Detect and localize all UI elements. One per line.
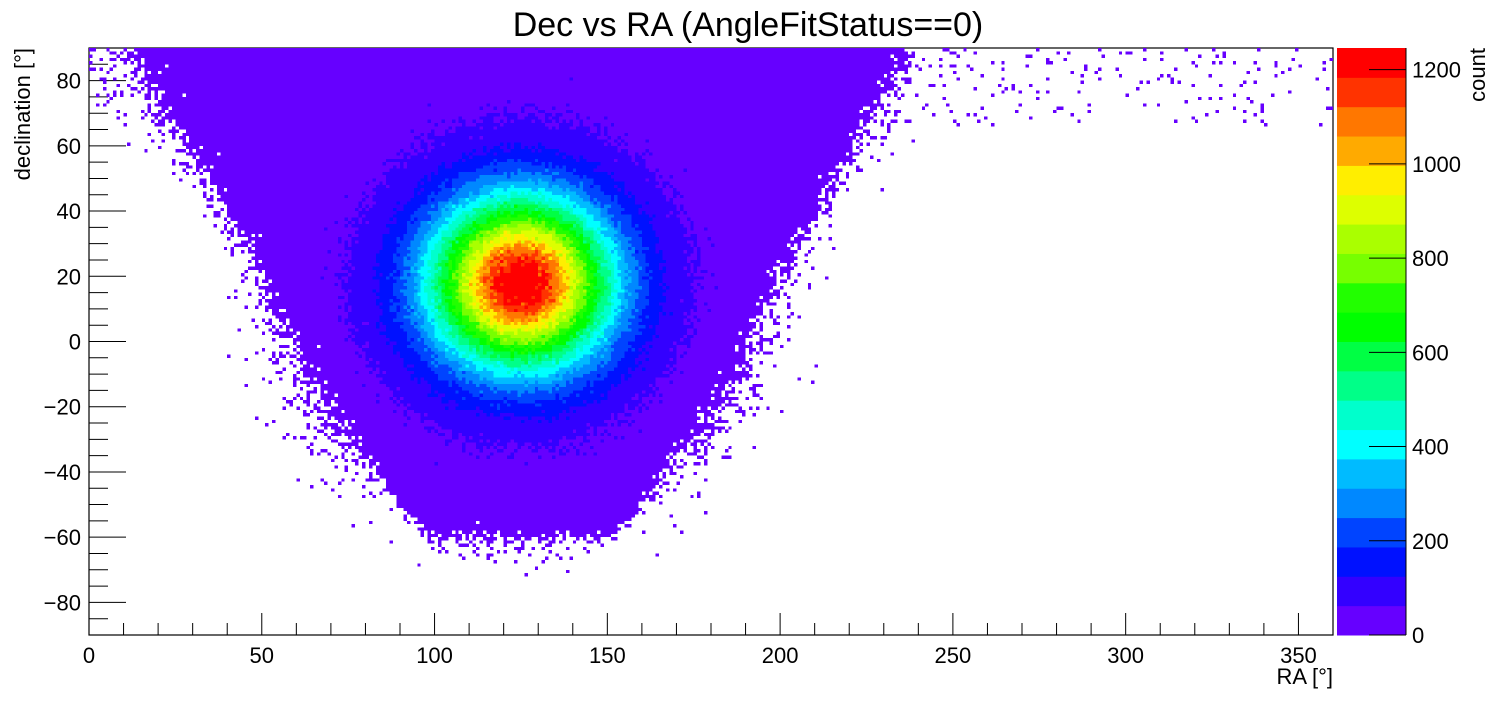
z-tick-label: 0	[1412, 623, 1424, 648]
x-tick-label: 200	[762, 643, 799, 668]
colorbar-band	[1337, 77, 1406, 108]
x-tick-label: 0	[83, 643, 95, 668]
heatmap-bins	[89, 48, 1333, 635]
colorbar-band	[1337, 517, 1406, 548]
colorbar-band	[1337, 194, 1406, 225]
y-tick-label: 40	[57, 199, 81, 224]
colorbar-band	[1337, 282, 1406, 313]
y-tick-label: 80	[57, 69, 81, 94]
colorbar-band	[1337, 312, 1406, 342]
colorbar-band	[1337, 605, 1406, 636]
colorbar-label: count	[1465, 48, 1490, 102]
x-tick-label: 100	[416, 643, 453, 668]
colorbar-band	[1337, 165, 1406, 196]
x-tick-label: 300	[1107, 643, 1144, 668]
y-tick-label: −80	[44, 590, 81, 615]
z-tick-label: 600	[1412, 340, 1449, 365]
y-axis-label: declination [°]	[10, 48, 35, 180]
colorbar-band	[1337, 576, 1406, 607]
colorbar-band	[1337, 48, 1406, 78]
x-tick-label: 150	[589, 643, 626, 668]
colorbar-band	[1337, 400, 1406, 431]
colorbar-band	[1337, 429, 1406, 460]
y-tick-label: 20	[57, 264, 81, 289]
z-tick-label: 200	[1412, 529, 1449, 554]
colorbar-band	[1337, 370, 1406, 401]
colorbar-band	[1337, 341, 1406, 372]
y-tick-label: −20	[44, 395, 81, 420]
z-tick-label: 1000	[1412, 152, 1461, 177]
colorbar-band	[1337, 224, 1406, 254]
z-tick-label: 1200	[1412, 58, 1461, 83]
x-axis-label: RA [°]	[1277, 664, 1333, 689]
colorbar-band	[1337, 106, 1406, 137]
colorbar-band	[1337, 458, 1406, 489]
y-tick-label: 0	[69, 330, 81, 355]
chart-title: Dec vs RA (AngleFitStatus==0)	[513, 6, 984, 44]
colorbar-band	[1337, 136, 1406, 166]
x-tick-label: 350	[1280, 643, 1317, 668]
y-tick-label: 60	[57, 134, 81, 159]
colorbar-band	[1337, 546, 1406, 577]
y-tick-label: −60	[44, 525, 81, 550]
z-tick-label: 800	[1412, 246, 1449, 271]
y-tick-label: −40	[44, 460, 81, 485]
x-tick-label: 50	[250, 643, 274, 668]
x-tick-label: 250	[935, 643, 972, 668]
colorbar-band	[1337, 488, 1406, 519]
z-tick-label: 400	[1412, 435, 1449, 460]
